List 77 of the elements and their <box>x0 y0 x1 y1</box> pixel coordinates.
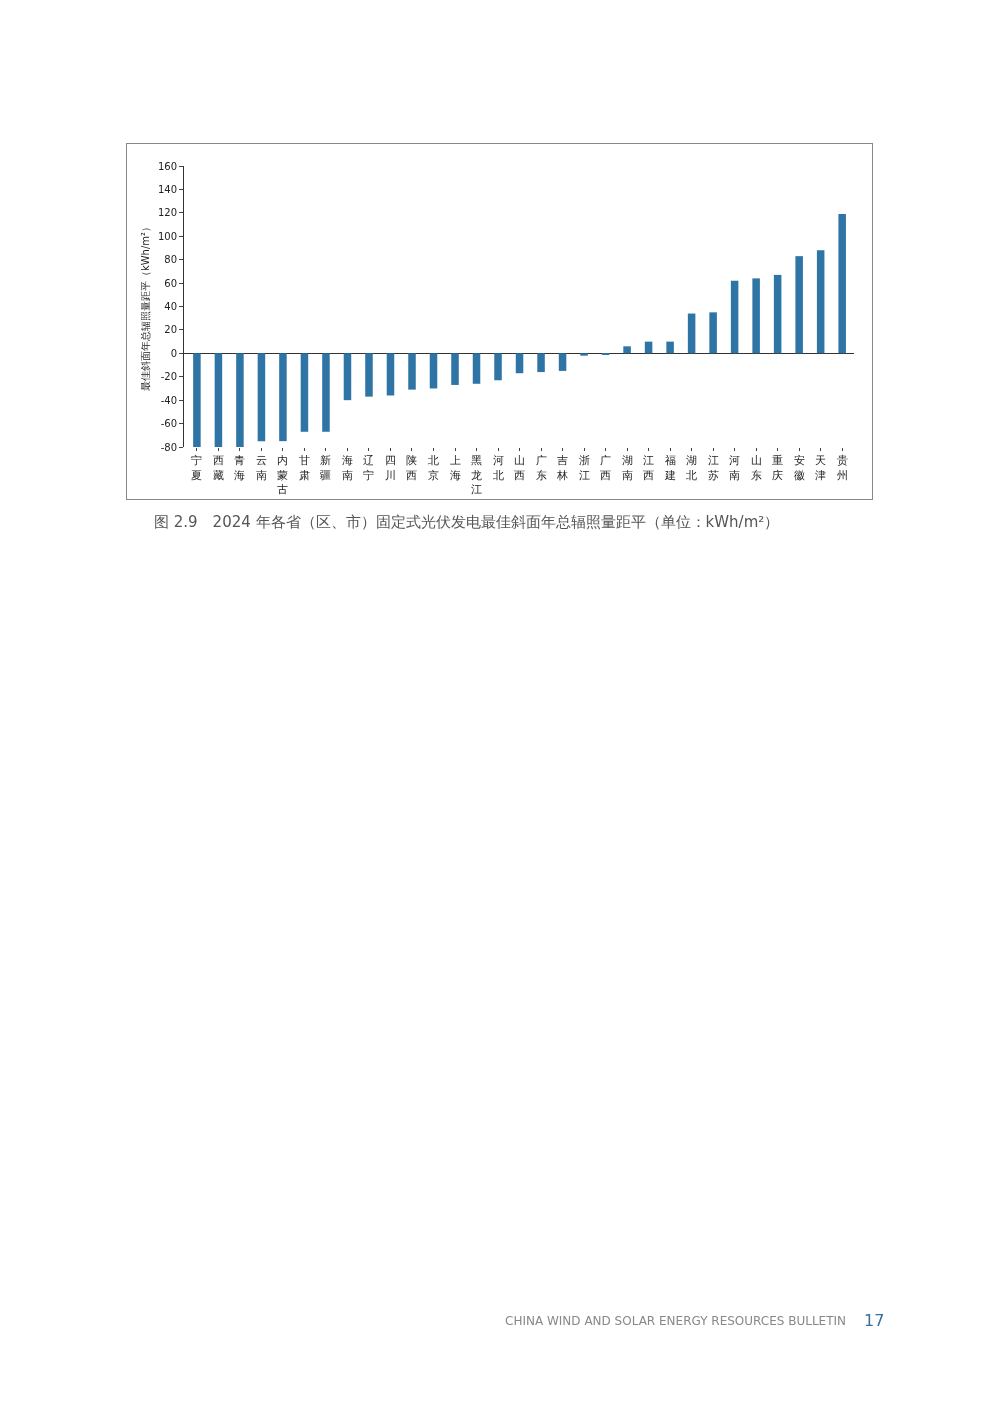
bar <box>816 250 825 354</box>
x-tick-label: 西藏 <box>212 454 224 482</box>
x-tick-label: 吉林 <box>556 454 569 482</box>
x-tick-label: 山西 <box>514 454 526 482</box>
bar <box>343 353 352 401</box>
bar <box>709 312 717 354</box>
y-tick-label: -40 <box>160 394 177 406</box>
bar <box>236 353 244 447</box>
x-tick-label: 新疆 <box>320 454 332 482</box>
y-tick-label: 20 <box>164 324 177 336</box>
x-tick-label: 四川 <box>384 454 396 482</box>
x-tick-label: 安徽 <box>793 454 805 482</box>
x-tick-label: 江西 <box>643 454 655 482</box>
y-tick-label: 0 <box>170 347 177 359</box>
bar <box>279 353 287 442</box>
bar <box>666 341 674 354</box>
bar <box>408 353 416 390</box>
x-tick-label: 贵州 <box>836 454 848 482</box>
bar <box>257 353 266 442</box>
x-tick-label: 广东 <box>535 454 547 482</box>
y-tick-label: 80 <box>164 254 177 266</box>
y-tick-label: -20 <box>160 371 177 383</box>
x-tick-label: 内蒙古 <box>277 454 289 496</box>
bar <box>494 353 502 381</box>
bar <box>214 353 223 447</box>
x-tick-label: 云南 <box>255 454 267 482</box>
y-tick-label: 100 <box>157 230 177 242</box>
x-tick-label: 广西 <box>600 454 612 482</box>
bar <box>580 353 588 356</box>
x-tick-label: 上海 <box>449 454 461 482</box>
x-tick-label: 河北 <box>492 454 504 482</box>
x-tick-label: 北京 <box>428 454 439 482</box>
bar <box>773 274 782 354</box>
bar <box>752 278 760 354</box>
x-tick-label: 天津 <box>815 454 827 482</box>
x-tick-label: 辽宁 <box>363 454 375 482</box>
y-tick-label: 140 <box>157 183 177 195</box>
y-axis-title: 最佳斜面年总辐照量距平（kWh/m²） <box>139 221 151 392</box>
x-tick-label: 湖北 <box>686 454 698 482</box>
x-tick-label: 湖南 <box>621 454 633 482</box>
y-tick-label: -60 <box>160 418 177 430</box>
x-tick-label: 重庆 <box>772 454 784 482</box>
y-tick-label: 120 <box>157 207 177 219</box>
bar <box>537 353 545 373</box>
x-tick-label: 青海 <box>234 454 246 482</box>
bar <box>472 353 481 384</box>
bar <box>558 353 567 371</box>
bar <box>365 353 373 397</box>
bar <box>730 280 739 354</box>
bar <box>687 313 696 354</box>
text: CHINA WIND AND SOLAR ENERGY RESOURCES BULLETIN <box>505 1314 847 1328</box>
y-tick-label: 160 <box>157 160 177 172</box>
bar <box>795 256 803 354</box>
x-tick-label: 海南 <box>341 454 353 482</box>
x-tick-label: 陕西 <box>406 454 418 482</box>
x-tick-label: 宁夏 <box>191 454 203 482</box>
x-tick-label: 浙江 <box>578 454 590 482</box>
x-tick-label: 江苏 <box>707 454 719 482</box>
x-tick-label: 黑龙江 <box>471 454 483 496</box>
x-tick-label: 甘肃 <box>298 454 310 482</box>
bar <box>515 353 524 374</box>
bar <box>623 346 631 354</box>
bar <box>429 353 438 389</box>
bar <box>838 214 846 354</box>
y-tick-label: -80 <box>160 441 177 453</box>
y-tick-label: 40 <box>164 301 177 312</box>
bar <box>193 353 201 447</box>
bar <box>322 353 330 432</box>
text: 17 <box>864 1311 885 1330</box>
x-tick-label: 河南 <box>729 454 741 482</box>
bar <box>451 353 459 385</box>
y-tick-label: 60 <box>164 277 177 289</box>
bar <box>386 353 395 396</box>
bar <box>300 353 309 432</box>
text: 图 2.9 2024 年各省（区、市）固定式光伏发电最佳斜面年总辐照量距平（单位：kWh/m²） <box>154 513 780 532</box>
x-tick-label: 山东 <box>750 454 762 482</box>
x-tick-label: 福建 <box>663 454 676 482</box>
